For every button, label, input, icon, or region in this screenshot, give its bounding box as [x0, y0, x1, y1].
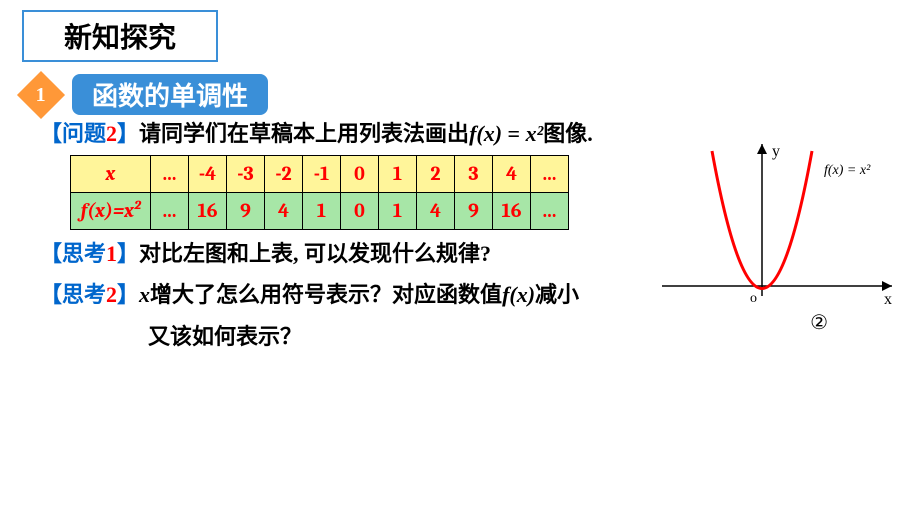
header-box: 新知探究	[22, 10, 218, 62]
func-label: f(x) = x²	[824, 163, 871, 178]
table-cell: 3	[455, 156, 493, 193]
table-cell: -4	[189, 156, 227, 193]
table-row-x: x … -4 -3 -2 -1 0 1 2 3 4 …	[71, 156, 569, 193]
table-cell: 4	[265, 193, 303, 230]
origin-label: o	[750, 291, 757, 306]
problem-label: 问题	[62, 121, 106, 146]
think2-bracket-close: 】	[117, 282, 139, 307]
table-head-x: x	[71, 156, 151, 193]
think1-bracket-open: 【	[40, 241, 62, 266]
think1-label: 思考	[62, 241, 106, 266]
problem-text-b: 图像.	[543, 121, 593, 146]
table-cell: …	[151, 193, 189, 230]
table-cell: -2	[265, 156, 303, 193]
graph-circle-number: ②	[810, 310, 828, 335]
table-cell: 16	[493, 193, 531, 230]
think1-num: 1	[106, 241, 117, 266]
section-row: 1 函数的单调性	[24, 74, 268, 115]
table-cell: 16	[189, 193, 227, 230]
think2-bracket-open: 【	[40, 282, 62, 307]
table-cell: 1	[379, 193, 417, 230]
think2-num: 2	[106, 282, 117, 307]
table-cell: 9	[455, 193, 493, 230]
problem-text-a: 请同学们在草稿本上用列表法画出	[139, 121, 469, 146]
table-cell: 1	[303, 193, 341, 230]
section-number: 1	[36, 83, 46, 106]
parabola-graph: y x o f(x) = x²	[652, 136, 902, 326]
x-arrow-icon	[882, 281, 892, 291]
think2-text-b: 减小	[535, 282, 579, 307]
table-head-fx: f(x)=x²	[71, 193, 151, 230]
problem-fx: f(x)	[469, 121, 502, 146]
table-cell: …	[531, 156, 569, 193]
problem-eq: =	[502, 121, 526, 146]
table-cell: …	[151, 156, 189, 193]
table-cell: 4	[493, 156, 531, 193]
y-arrow-icon	[757, 144, 767, 154]
table-cell: 2	[417, 156, 455, 193]
table-cell: …	[531, 193, 569, 230]
table-cell: 0	[341, 156, 379, 193]
think2-label: 思考	[62, 282, 106, 307]
problem-x2: x²	[526, 121, 544, 146]
table-cell: -3	[227, 156, 265, 193]
table-row-fx: f(x)=x² … 16 9 4 1 0 1 4 9 16 …	[71, 193, 569, 230]
think2-text-a: 增大了怎么用符号表示？对应函数值	[150, 282, 502, 307]
problem-bracket-close: 】	[117, 121, 139, 146]
value-table: x … -4 -3 -2 -1 0 1 2 3 4 … f(x)=x² … 16…	[70, 155, 569, 230]
table-cell: 0	[341, 193, 379, 230]
problem-num: 2	[106, 121, 117, 146]
table-cell: 9	[227, 193, 265, 230]
section-title: 函数的单调性	[72, 74, 268, 115]
y-axis-label: y	[772, 143, 780, 160]
table-cell: 4	[417, 193, 455, 230]
table-cell: 1	[379, 156, 417, 193]
think2-fx: f(x)	[502, 282, 535, 307]
table-cell: -1	[303, 156, 341, 193]
think2-x: x	[139, 282, 150, 307]
section-number-badge: 1	[17, 70, 65, 118]
problem-bracket-open: 【	[40, 121, 62, 146]
x-axis-label: x	[884, 291, 892, 308]
think1-bracket-close: 】	[117, 241, 139, 266]
header-title: 新知探究	[64, 23, 176, 54]
think1-text: 对比左图和上表, 可以发现什么规律?	[139, 241, 491, 266]
